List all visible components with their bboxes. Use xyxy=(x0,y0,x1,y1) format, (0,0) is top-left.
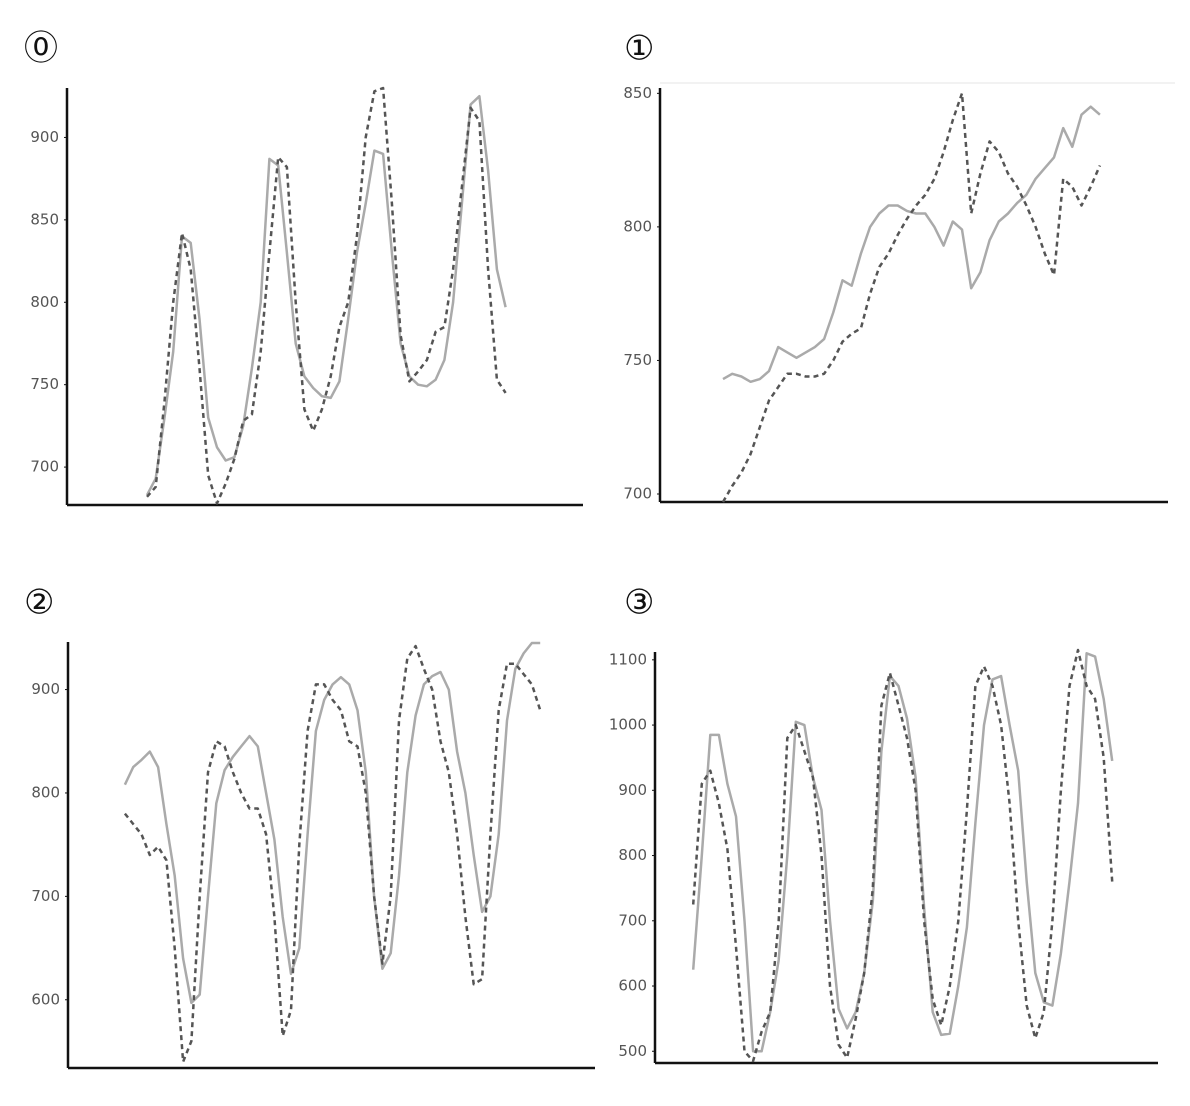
y-tick-label: 900 xyxy=(618,781,647,799)
series-line xyxy=(123,641,541,1005)
y-tick-label: 500 xyxy=(618,1042,647,1060)
y-tick-label: 1000 xyxy=(609,716,647,734)
y-tick-label: 700 xyxy=(30,458,59,476)
y-tick-label: 800 xyxy=(31,783,60,801)
panel-title: ② xyxy=(24,583,54,623)
series-line xyxy=(721,92,1102,503)
y-tick-label: 700 xyxy=(618,911,647,929)
y-tick-label: 750 xyxy=(623,351,652,369)
y-tick-label: 600 xyxy=(618,977,647,995)
y-tick-label: 900 xyxy=(30,128,59,146)
series-line xyxy=(146,86,507,505)
y-tick-label: 600 xyxy=(31,990,60,1008)
series-line xyxy=(691,652,1114,1053)
y-tick-label: 1100 xyxy=(609,650,647,668)
y-tick-label: 750 xyxy=(30,375,59,393)
y-tick-label: 700 xyxy=(31,887,60,905)
y-tick-label: 800 xyxy=(623,217,652,235)
y-tick-label: 800 xyxy=(30,293,59,311)
y-tick-label: 850 xyxy=(30,210,59,228)
panel-title: ① xyxy=(624,29,654,69)
y-tick-label: 850 xyxy=(623,84,652,102)
y-tick-label: 800 xyxy=(618,846,647,864)
series-line xyxy=(722,105,1101,384)
panel-title: ⓪ xyxy=(24,29,58,69)
series-line xyxy=(145,94,507,496)
series-line xyxy=(691,648,1114,1063)
y-tick-label: 900 xyxy=(31,680,60,698)
y-tick-label: 700 xyxy=(623,484,652,502)
panel-title: ③ xyxy=(624,583,654,623)
series-line xyxy=(123,644,542,1064)
